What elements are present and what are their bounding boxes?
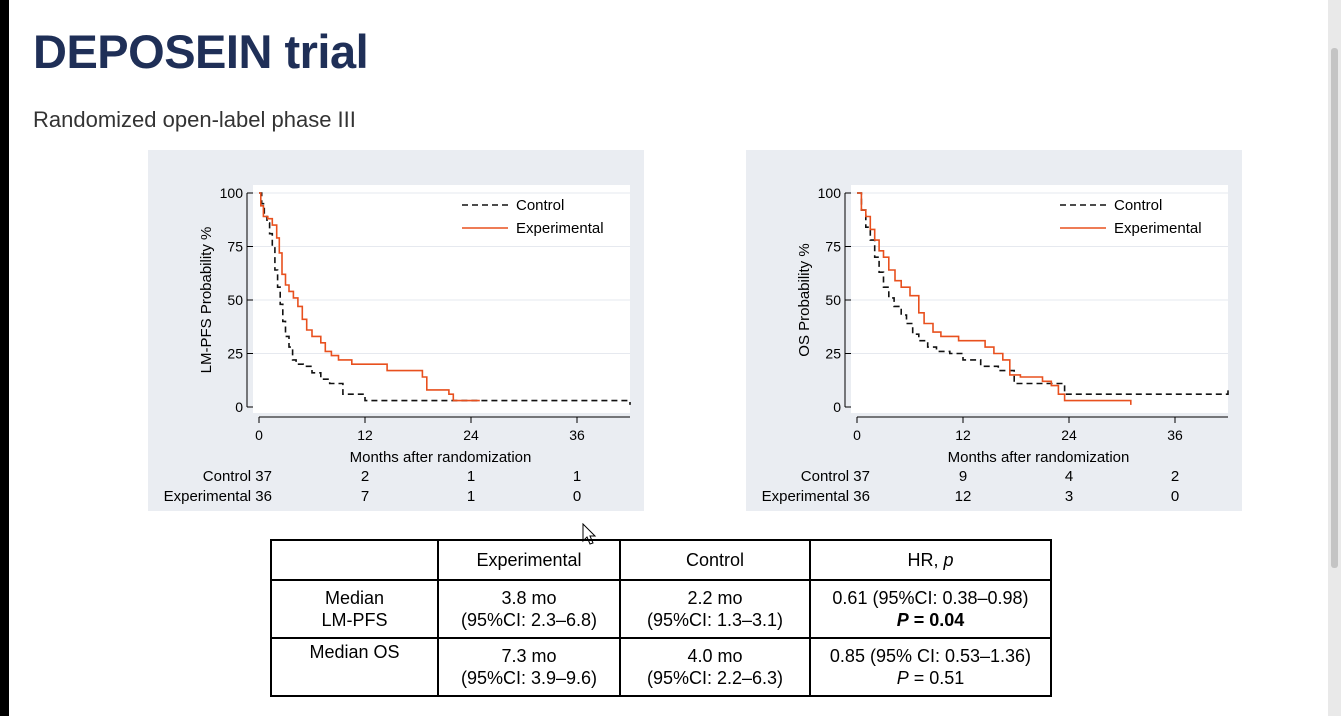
header-cell-experimental: Experimental: [437, 539, 621, 581]
chart-1-x-tick-label: 36: [1167, 427, 1183, 443]
chart-1-y-axis-label: OS Probability %: [796, 243, 813, 356]
chart-0-y-tick-label: 75: [227, 239, 243, 255]
experimental-median: 7.3 mo: [501, 646, 557, 666]
chart-0-x-tick-label: 24: [463, 427, 479, 443]
chart-1-x-tick-label: 0: [853, 427, 861, 443]
chart-0-experimental-curve: [259, 192, 480, 402]
chart-1-legend-label-control: Control: [1114, 197, 1162, 214]
control-median: 2.2 mo: [687, 588, 743, 608]
chart-1-risk-row-label: Experimental 36: [762, 488, 870, 505]
experimental-ci: (95%CI: 2.3–6.8): [460, 610, 598, 630]
p-label: P: [896, 668, 909, 688]
p-label: P: [896, 610, 909, 630]
row-label-cell: Median LM-PFS: [270, 579, 439, 639]
row-label-cell: Median OS: [270, 637, 439, 697]
chart-0-legend-label-experimental: Experimental: [516, 220, 604, 237]
chart-0-y-tick-label: 50: [227, 292, 243, 308]
chart-0-risk-row-label: Experimental 36: [164, 488, 272, 505]
chart-0-risk-value: 7: [361, 488, 369, 505]
chart-0-x-axis-label: Months after randomization: [350, 449, 532, 466]
chart-1-y-tick-label: 0: [833, 399, 841, 415]
page-subtitle: Randomized open-label phase III: [33, 107, 356, 132]
chart-1-risk-row-label: Control 37: [801, 468, 870, 485]
p-value: P = 0.04: [815, 609, 1046, 631]
chart-0-risk-value: 2: [361, 468, 369, 485]
chart-1-y-tick-label: 100: [818, 185, 842, 201]
chart-1-risk-value: 12: [955, 488, 972, 505]
chart-1-risk-value: 4: [1065, 468, 1073, 485]
control-cell: 4.0 mo (95%CI: 2.2–6.3): [619, 637, 811, 697]
control-ci: (95%CI: 1.3–3.1): [646, 610, 784, 630]
results-table: Experimental Control HR, p Median LM-PFS…: [270, 539, 1052, 697]
row-label-line: LM-PFS: [321, 610, 388, 630]
chart-1-risk-value: 0: [1171, 488, 1179, 505]
chart-0-y-tick-label: 100: [220, 185, 244, 201]
hr-value: 0.85 (95% CI: 0.53–1.36): [829, 646, 1032, 666]
header-p-text: p: [943, 550, 954, 570]
p-value: P = 0.51: [815, 667, 1046, 689]
chart-1-x-tick-label: 24: [1061, 427, 1077, 443]
scrollbar[interactable]: [1328, 0, 1341, 716]
chart-1-y-tick-label: 25: [825, 346, 841, 362]
chart-0-risk-value: 1: [467, 488, 475, 505]
chart-1-risk-value: 3: [1065, 488, 1073, 505]
header-cell-hr: HR, p: [809, 539, 1052, 581]
p-number: = 0.04: [908, 610, 965, 630]
chart-0-x-tick-label: 12: [357, 427, 373, 443]
chart-0-risk-value: 1: [467, 468, 475, 485]
experimental-cell: 3.8 mo (95%CI: 2.3–6.8): [437, 579, 621, 639]
chart-1-plot-area: [851, 185, 1228, 413]
chart-0-risk-value: 1: [573, 468, 581, 485]
chart-0-y-axis-label: LM-PFS Probability %: [198, 227, 215, 374]
lm-pfs-chart: 0 25 50 75 100 0 12 24 36 Months after randomizat…: [148, 150, 644, 511]
experimental-cell: 7.3 mo (95%CI: 3.9–9.6): [437, 637, 621, 697]
hr-value: 0.61 (95%CI: 0.38–0.98): [832, 588, 1029, 608]
chart-1-risk-value: 9: [959, 468, 967, 485]
hr-cell: 0.61 (95%CI: 0.38–0.98) P = 0.04: [809, 579, 1052, 639]
chart-0-risk-row-label: Control 37: [203, 468, 272, 485]
chart-0-legend-label-control: Control: [516, 197, 564, 214]
control-ci: (95%CI: 2.2–6.3): [646, 668, 784, 688]
chart-1-y-tick-label: 75: [825, 239, 841, 255]
left-edge-bar: [0, 0, 9, 716]
chart-0-control-curve: [259, 192, 631, 405]
table-row: Median LM-PFS 3.8 mo (95%CI: 2.3–6.8) 2.…: [270, 579, 1052, 639]
row-label-line: Median: [324, 588, 385, 608]
experimental-median: 3.8 mo: [501, 588, 557, 608]
chart-0-x-tick-label: 36: [569, 427, 585, 443]
hr-cell: 0.85 (95% CI: 0.53–1.36) P = 0.51: [809, 637, 1052, 697]
header-cell-empty: [270, 539, 439, 581]
table-row: Median OS 7.3 mo (95%CI: 3.9–9.6) 4.0 mo…: [270, 637, 1052, 697]
experimental-ci: (95%CI: 3.9–9.6): [460, 668, 598, 688]
chart-0-risk-value: 0: [573, 488, 581, 505]
chart-1-risk-value: 2: [1171, 468, 1179, 485]
row-label-line: Median OS: [309, 642, 400, 662]
scrollbar-thumb[interactable]: [1331, 48, 1338, 568]
chart-1-x-tick-label: 12: [955, 427, 971, 443]
os-chart: 0 25 50 75 100 0 12 24 36 Months after randomizat…: [746, 150, 1242, 511]
chart-1-control-curve: [857, 192, 1229, 395]
chart-0-y-tick-label: 0: [235, 399, 243, 415]
control-cell: 2.2 mo (95%CI: 1.3–3.1): [619, 579, 811, 639]
page-title: DEPOSEIN trial: [33, 25, 369, 78]
p-number: = 0.51: [908, 668, 965, 688]
chart-1-experimental-curve: [857, 192, 1132, 405]
chart-1-legend-label-experimental: Experimental: [1114, 220, 1202, 237]
chart-0-y-tick-label: 25: [227, 346, 243, 362]
control-median: 4.0 mo: [687, 646, 743, 666]
header-cell-control: Control: [619, 539, 811, 581]
chart-0-x-tick-label: 0: [255, 427, 263, 443]
table-header-row: Experimental Control HR, p: [270, 539, 1052, 581]
chart-1-x-axis-label: Months after randomization: [948, 449, 1130, 466]
header-hr-text: HR,: [907, 550, 944, 570]
chart-1-y-tick-label: 50: [825, 292, 841, 308]
chart-0-plot-area: [253, 185, 630, 413]
